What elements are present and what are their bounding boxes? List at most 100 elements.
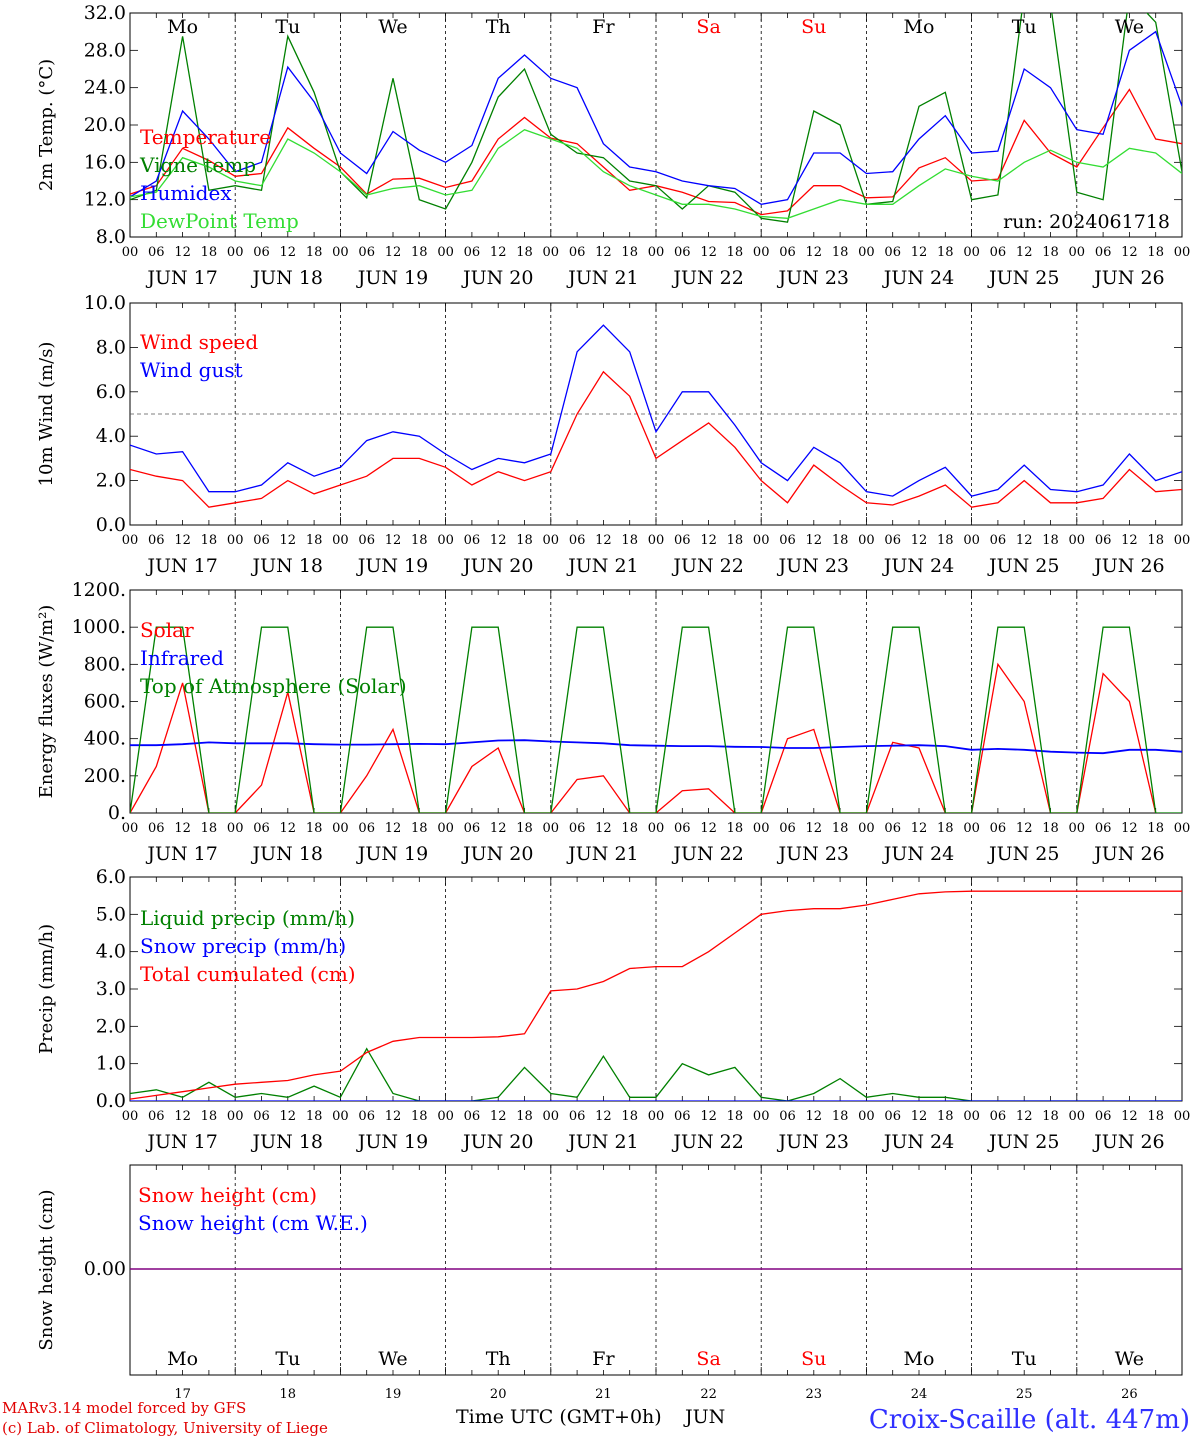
hour-tick-label: 12	[174, 1109, 191, 1124]
series-line-2	[130, 890, 1182, 1100]
hour-tick-label: 12	[1016, 245, 1033, 260]
hour-tick-label: 18	[1042, 245, 1059, 260]
day-number: 23	[806, 1387, 823, 1402]
hour-tick-label: 06	[253, 533, 270, 548]
date-label: JUN 17	[145, 555, 217, 577]
hour-tick-label: 12	[280, 1109, 297, 1124]
date-label: JUN 20	[461, 1131, 533, 1153]
y-tick-label: 10.0	[84, 292, 126, 314]
day-name: Th	[486, 1348, 511, 1370]
day-name: We	[1115, 16, 1144, 38]
panel-1: 8.0 12.0 16.0 20.0 24.0 28.0 32.0 2m Temp. (°C)…	[36, 2, 1191, 289]
hour-tick-label: 18	[727, 245, 744, 260]
hour-tick-label: 00	[332, 821, 349, 836]
hour-tick-label: 12	[700, 533, 717, 548]
day-name: Mo	[904, 1348, 935, 1370]
date-label: JUN 23	[777, 267, 849, 289]
hour-tick-label: 00	[753, 533, 770, 548]
series-line-0	[130, 662, 1157, 813]
date-label: JUN 24	[882, 1131, 954, 1153]
y-tick-label: 8.0	[96, 226, 126, 248]
y-tick-label: 200.	[84, 765, 126, 787]
panel-2: 0.0 2.0 4.0 6.0 8.0 10.0 10m Wind (m/s) Wind sp…	[36, 292, 1190, 577]
hour-tick-label: 00	[648, 245, 665, 260]
station-name: Croix-Scaille (alt. 447m)	[869, 1405, 1190, 1435]
legend-entry: Temperature	[140, 125, 271, 149]
date-label: JUN 18	[251, 267, 323, 289]
hour-tick-label: 00	[122, 821, 139, 836]
hour-tick-label: 18	[1042, 821, 1059, 836]
hour-tick-label: 18	[937, 1109, 954, 1124]
hour-tick-label: 06	[148, 533, 165, 548]
y-tick-label: 1.0	[96, 1053, 126, 1075]
y-tick-label: 12.0	[84, 189, 126, 211]
legend-entry: Total cumulated (cm)	[140, 962, 356, 986]
y-tick-label: 20.0	[84, 114, 126, 136]
month-label: JUN	[683, 1406, 725, 1428]
hour-tick-label: 12	[385, 1109, 402, 1124]
date-label: JUN 20	[461, 843, 533, 865]
legend-entry: Vigne temp	[139, 153, 256, 177]
hour-tick-label: 00	[963, 245, 980, 260]
series-line-0	[130, 370, 1182, 508]
y-tick-label: 1000.	[72, 616, 126, 638]
hour-tick-label: 12	[806, 1109, 823, 1124]
hour-tick-label: 00	[1069, 533, 1086, 548]
day-number: 22	[700, 1387, 717, 1402]
hour-tick-label: 06	[674, 245, 691, 260]
date-label: JUN 17	[145, 1131, 217, 1153]
y-tick-label: 0.00	[84, 1258, 126, 1280]
hour-tick-label: 18	[306, 533, 323, 548]
credit-line-1: MARv3.14 model forced by GFS	[2, 1399, 246, 1417]
hour-tick-label: 06	[779, 821, 796, 836]
day-name: Sa	[696, 1348, 720, 1370]
hour-tick-label: 06	[674, 821, 691, 836]
hour-tick-label: 18	[832, 245, 849, 260]
hour-tick-label: 06	[464, 533, 481, 548]
hour-tick-label: 06	[148, 245, 165, 260]
date-label: JUN 24	[882, 267, 954, 289]
day-number: 26	[1121, 1387, 1138, 1402]
hour-tick-label: 12	[490, 533, 507, 548]
hour-tick-label: 18	[306, 1109, 323, 1124]
hour-tick-label: 00	[1069, 1109, 1086, 1124]
hour-tick-label: 18	[411, 1109, 428, 1124]
date-label: JUN 24	[882, 555, 954, 577]
series-line-2	[130, 626, 1182, 813]
hour-tick-label: 06	[884, 1109, 901, 1124]
date-label: JUN 19	[356, 1131, 428, 1153]
hour-tick-label: 18	[516, 821, 533, 836]
date-label: JUN 21	[566, 267, 638, 289]
hour-tick-label: 06	[990, 1109, 1007, 1124]
hour-tick-label: 00	[1174, 245, 1191, 260]
hour-tick-label: 18	[727, 533, 744, 548]
hour-tick-label: 18	[621, 533, 638, 548]
date-label: JUN 19	[356, 555, 428, 577]
hour-tick-label: 18	[937, 245, 954, 260]
day-number: 24	[911, 1387, 928, 1402]
panel-4: 0.0 1.0 2.0 3.0 4.0 5.0 6.0 Precip (mm/h) Liquid…	[36, 866, 1190, 1153]
day-number: 18	[280, 1387, 297, 1402]
day-name: Su	[801, 16, 826, 38]
hour-tick-label: 00	[858, 1109, 875, 1124]
hour-tick-label: 00	[227, 245, 244, 260]
hour-tick-label: 06	[358, 1109, 375, 1124]
hour-tick-label: 12	[911, 1109, 928, 1124]
hour-tick-label: 06	[253, 245, 270, 260]
day-name: We	[378, 1348, 407, 1370]
hour-tick-label: 18	[411, 533, 428, 548]
day-name: Mo	[904, 16, 935, 38]
hour-tick-label: 06	[464, 821, 481, 836]
y-tick-label: 0.0	[96, 514, 126, 536]
y-tick-label: 4.0	[96, 425, 126, 447]
hour-tick-label: 00	[332, 533, 349, 548]
hour-tick-label: 00	[1174, 1109, 1191, 1124]
series-line-1	[130, 13, 1182, 223]
date-label: JUN 23	[777, 843, 849, 865]
hour-tick-label: 12	[385, 821, 402, 836]
day-number: 21	[595, 1387, 612, 1402]
hour-tick-label: 00	[122, 245, 139, 260]
date-label: JUN 17	[145, 267, 217, 289]
hour-tick-label: 18	[201, 1109, 218, 1124]
hour-tick-label: 06	[148, 1109, 165, 1124]
